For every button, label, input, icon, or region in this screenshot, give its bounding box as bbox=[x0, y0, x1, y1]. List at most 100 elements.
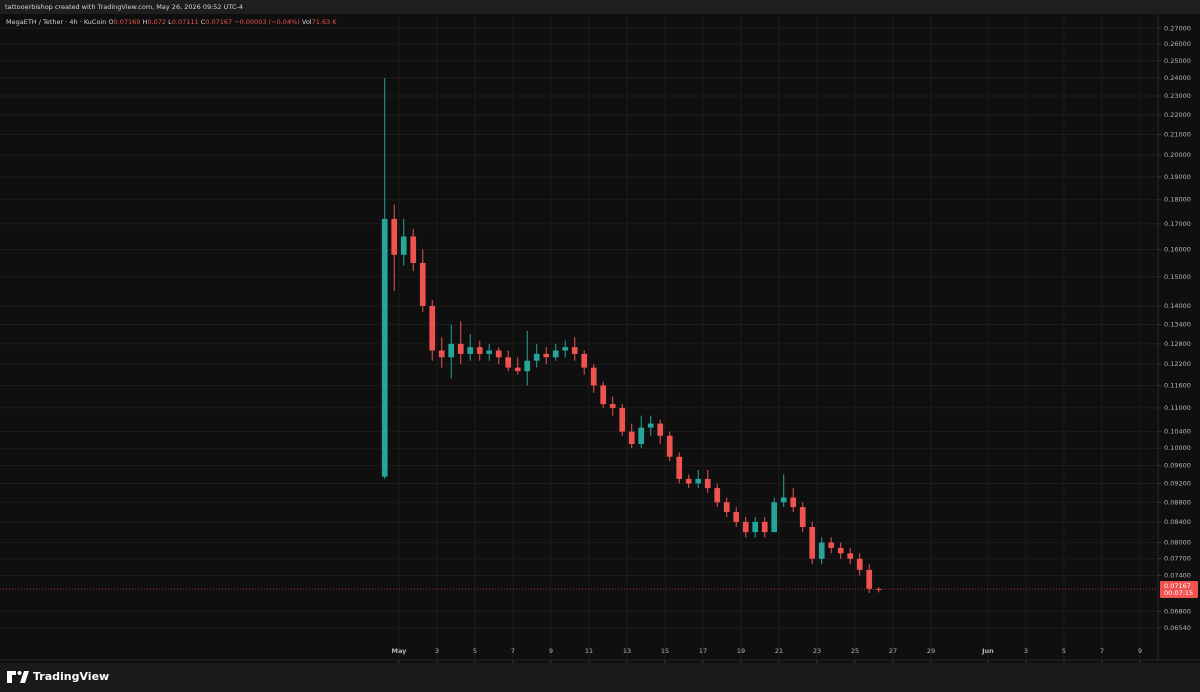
candle-body bbox=[400, 236, 407, 255]
candle-body bbox=[381, 218, 388, 477]
candle-body bbox=[818, 542, 825, 559]
y-tick-label: 0.16000 bbox=[1164, 245, 1191, 253]
legend-key: L bbox=[168, 18, 172, 26]
y-tick-label: 0.08000 bbox=[1164, 539, 1191, 547]
candle-body bbox=[429, 305, 436, 351]
candle-body bbox=[875, 588, 882, 590]
candle-body bbox=[761, 521, 768, 533]
x-tick-label: 19 bbox=[737, 647, 745, 655]
candle-body bbox=[514, 367, 521, 372]
y-tick-label: 0.07400 bbox=[1164, 572, 1191, 580]
x-tick-label: 13 bbox=[623, 647, 631, 655]
candle-body bbox=[666, 435, 673, 457]
volume-key: Vol bbox=[302, 18, 312, 26]
y-tick-label: 0.06800 bbox=[1164, 607, 1191, 615]
y-tick-label: 0.27000 bbox=[1164, 24, 1191, 32]
x-tick-label: 3 bbox=[1024, 647, 1028, 655]
candle-body bbox=[676, 456, 683, 479]
y-tick-label: 0.12800 bbox=[1164, 340, 1191, 348]
candle-body bbox=[438, 350, 445, 358]
x-tick-label: 21 bbox=[775, 647, 783, 655]
legend-value: 0.07111 bbox=[172, 18, 199, 26]
x-tick-label: 9 bbox=[549, 647, 553, 655]
candle-body bbox=[590, 367, 597, 386]
candle-body bbox=[533, 353, 540, 361]
y-tick-label: 0.22000 bbox=[1164, 111, 1191, 119]
y-tick-label: 0.11000 bbox=[1164, 404, 1191, 412]
plot: 0.27000 0.26000 0.25000 0.24000 0.23000 0.220… bbox=[0, 15, 1198, 663]
candle-body bbox=[733, 511, 740, 522]
candle-body bbox=[695, 478, 702, 484]
candle-body bbox=[837, 547, 844, 554]
candle-body bbox=[847, 553, 854, 559]
logo bbox=[7, 671, 29, 683]
candle-body bbox=[410, 236, 417, 263]
y-tick-label: 0.13400 bbox=[1164, 320, 1191, 328]
candle-body bbox=[799, 507, 806, 528]
x-tick-label: 15 bbox=[661, 647, 669, 655]
x-tick-label: 5 bbox=[1062, 647, 1066, 655]
last-price-label: 0.07167 bbox=[1164, 582, 1191, 590]
candle-body bbox=[809, 527, 816, 559]
symbol-title: MegaETH / Tether · 4h · KuCoin bbox=[6, 18, 106, 26]
candle-body bbox=[704, 478, 711, 489]
legend-value: 0.07169 bbox=[114, 18, 141, 26]
logo-dot bbox=[17, 671, 22, 675]
last-price-box bbox=[1160, 581, 1198, 599]
candle-body bbox=[609, 404, 616, 408]
candle-body bbox=[790, 497, 797, 508]
candle-body bbox=[619, 407, 626, 432]
candle-body bbox=[714, 488, 721, 503]
candle-body bbox=[467, 347, 474, 354]
candle-body bbox=[723, 502, 730, 512]
candle-body bbox=[828, 542, 835, 548]
candle-body bbox=[505, 357, 512, 368]
top-bar bbox=[0, 0, 1200, 14]
candle-body bbox=[495, 350, 502, 358]
legend-value: 0.072 bbox=[147, 18, 166, 26]
x-tick-label: 9 bbox=[1138, 647, 1142, 655]
y-tick-label: 0.10400 bbox=[1164, 428, 1191, 436]
candle-body bbox=[742, 521, 749, 533]
y-tick-label: 0.08800 bbox=[1164, 498, 1191, 506]
legend-key: O bbox=[108, 18, 113, 26]
candle-body bbox=[486, 350, 493, 354]
x-tick-label: 5 bbox=[473, 647, 477, 655]
legend-key: C bbox=[201, 18, 206, 26]
countdown: 00:07:15 bbox=[1164, 589, 1193, 597]
y-tick-label: 0.14000 bbox=[1164, 302, 1191, 310]
logo-mark bbox=[7, 671, 16, 683]
candle-body bbox=[562, 347, 569, 351]
candle-body bbox=[856, 558, 863, 570]
y-tick-label: 0.17000 bbox=[1164, 220, 1191, 228]
x-tick-label: 17 bbox=[699, 647, 707, 655]
x-tick-label: 3 bbox=[435, 647, 439, 655]
candle-body bbox=[657, 423, 664, 436]
x-tick-label: 23 bbox=[813, 647, 821, 655]
candle-body bbox=[600, 385, 607, 405]
y-tick-label: 0.15000 bbox=[1164, 273, 1191, 281]
volume-value: 71.63 K bbox=[312, 18, 338, 26]
legend: MegaETH / Tether · 4h · KuCoin O0.07169 … bbox=[6, 18, 337, 26]
x-tick-label: 7 bbox=[511, 647, 515, 655]
candle-body bbox=[391, 218, 398, 255]
y-tick-label: 0.24000 bbox=[1164, 74, 1191, 82]
candle-body bbox=[419, 262, 426, 306]
legend-key: H bbox=[143, 18, 148, 26]
candle-body bbox=[866, 569, 873, 589]
y-tick-label: 0.09200 bbox=[1164, 479, 1191, 487]
x-tick-label: 7 bbox=[1100, 647, 1104, 655]
y-tick-label: 0.12200 bbox=[1164, 360, 1191, 368]
y-tick-label: 0.06540 bbox=[1164, 624, 1191, 632]
candle-body bbox=[638, 427, 645, 445]
y-tick-label: 0.10000 bbox=[1164, 444, 1191, 452]
y-tick-label: 0.23000 bbox=[1164, 92, 1191, 100]
candle-body bbox=[581, 353, 588, 368]
x-tick-label: May bbox=[392, 647, 408, 655]
candle-body bbox=[571, 347, 578, 354]
y-tick-label: 0.25000 bbox=[1164, 57, 1191, 65]
y-tick-label: 0.20000 bbox=[1164, 151, 1191, 159]
candle-body bbox=[647, 423, 654, 428]
candle-body bbox=[457, 343, 464, 354]
x-tick-label: 25 bbox=[851, 647, 859, 655]
